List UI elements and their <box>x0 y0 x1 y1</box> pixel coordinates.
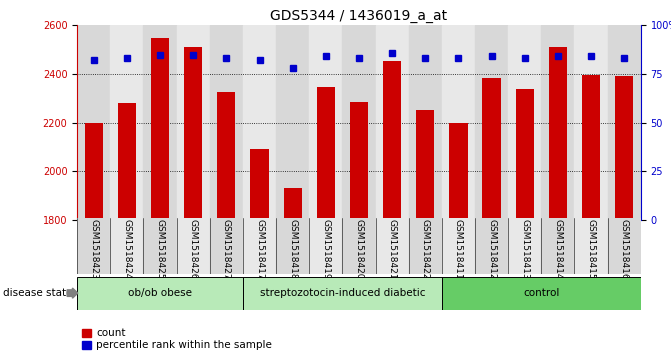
Bar <box>144 218 176 274</box>
Bar <box>409 218 442 274</box>
Bar <box>582 75 600 220</box>
Title: GDS5344 / 1436019_a_at: GDS5344 / 1436019_a_at <box>270 9 448 23</box>
Bar <box>309 25 342 220</box>
Bar <box>184 47 203 220</box>
Text: GSM1518420: GSM1518420 <box>354 219 364 280</box>
Bar <box>243 25 276 220</box>
Text: GSM1518416: GSM1518416 <box>620 219 629 280</box>
Bar <box>475 25 508 220</box>
Bar <box>608 25 641 220</box>
Bar <box>416 110 434 220</box>
Text: disease state: disease state <box>3 288 73 298</box>
Bar <box>77 25 110 220</box>
Bar <box>176 25 210 220</box>
Text: streptozotocin-induced diabetic: streptozotocin-induced diabetic <box>260 288 425 298</box>
Text: ob/ob obese: ob/ob obese <box>128 288 192 298</box>
Bar <box>376 218 409 274</box>
Text: GSM1518423: GSM1518423 <box>89 219 98 280</box>
Bar <box>515 89 534 220</box>
Bar <box>350 102 368 220</box>
Bar <box>409 25 442 220</box>
Bar <box>541 25 574 220</box>
Bar <box>383 61 401 220</box>
FancyBboxPatch shape <box>77 277 243 310</box>
Bar <box>210 25 243 220</box>
Bar <box>442 218 475 274</box>
Bar <box>342 218 376 274</box>
Bar <box>144 25 176 220</box>
Bar <box>151 37 169 220</box>
Bar <box>284 188 302 220</box>
Text: GSM1518422: GSM1518422 <box>421 219 430 279</box>
Text: GSM1518411: GSM1518411 <box>454 219 463 280</box>
Text: GSM1518415: GSM1518415 <box>586 219 596 280</box>
Bar <box>77 218 110 274</box>
Bar <box>317 87 335 220</box>
Text: control: control <box>523 288 560 298</box>
Text: GSM1518419: GSM1518419 <box>321 219 330 280</box>
Text: GSM1518424: GSM1518424 <box>122 219 132 279</box>
Text: GSM1518413: GSM1518413 <box>520 219 529 280</box>
Text: GSM1518417: GSM1518417 <box>255 219 264 280</box>
Bar <box>475 218 508 274</box>
Text: GSM1518412: GSM1518412 <box>487 219 496 280</box>
Bar <box>376 25 409 220</box>
Bar <box>118 103 136 220</box>
Bar <box>482 78 501 220</box>
Bar <box>508 218 541 274</box>
Text: GSM1518418: GSM1518418 <box>288 219 297 280</box>
Bar <box>541 218 574 274</box>
Text: GSM1518427: GSM1518427 <box>222 219 231 280</box>
Text: GSM1518426: GSM1518426 <box>189 219 198 280</box>
Bar <box>250 149 268 220</box>
Bar <box>342 25 376 220</box>
Bar <box>549 47 567 220</box>
Bar <box>615 76 633 220</box>
Bar <box>176 218 210 274</box>
FancyBboxPatch shape <box>442 277 641 310</box>
Bar <box>217 92 236 220</box>
Bar <box>309 218 342 274</box>
Bar <box>574 25 608 220</box>
FancyBboxPatch shape <box>243 277 442 310</box>
Legend: count, percentile rank within the sample: count, percentile rank within the sample <box>83 328 272 350</box>
Bar <box>110 25 144 220</box>
Bar <box>442 25 475 220</box>
Bar <box>450 122 468 220</box>
Bar <box>110 218 144 274</box>
Bar <box>210 218 243 274</box>
Text: GSM1518425: GSM1518425 <box>156 219 164 280</box>
Bar <box>85 122 103 220</box>
Bar <box>276 218 309 274</box>
Bar <box>243 218 276 274</box>
Bar <box>276 25 309 220</box>
Bar <box>608 218 641 274</box>
Text: GSM1518421: GSM1518421 <box>388 219 397 280</box>
Bar <box>508 25 541 220</box>
Text: GSM1518414: GSM1518414 <box>554 219 562 280</box>
Bar <box>574 218 608 274</box>
